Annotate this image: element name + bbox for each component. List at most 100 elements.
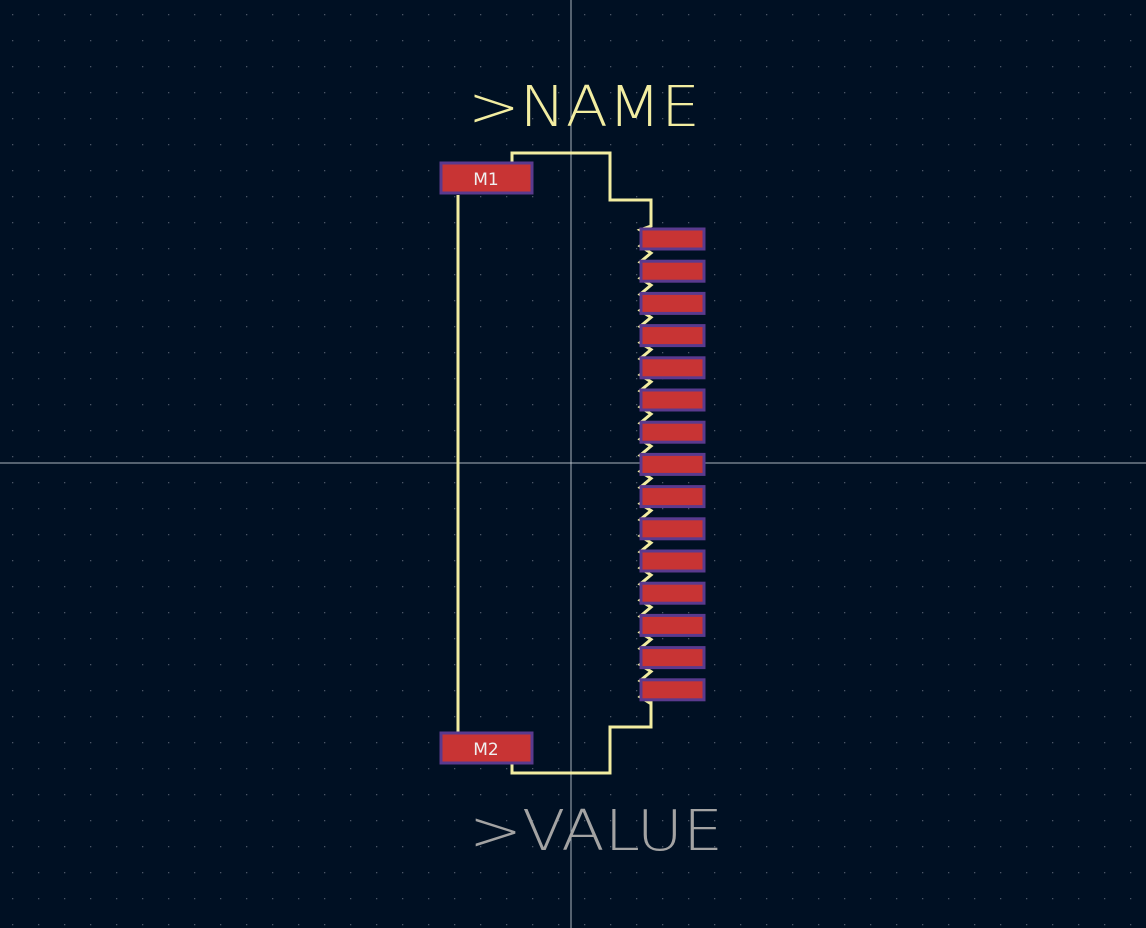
signal-pad[interactable] [639,549,706,573]
grid-dot [688,638,690,640]
grid-dot [402,222,404,224]
grid-dot [116,40,118,42]
mounting-pad-m2[interactable]: M2 [439,731,534,765]
grid-dot [1000,898,1002,900]
grid-dot [116,690,118,692]
grid-dot [1052,352,1054,354]
grid-dot [922,898,924,900]
grid-dot [402,40,404,42]
grid-dot [584,352,586,354]
grid-dot [168,404,170,406]
signal-pad[interactable] [639,356,706,380]
grid-dot [142,170,144,172]
grid-dot [220,40,222,42]
grid-dot [246,430,248,432]
grid-dot [194,482,196,484]
grid-dot [376,300,378,302]
grid-dot [948,820,950,822]
grid-dot [792,170,794,172]
grid-dot [64,924,66,926]
signal-pad[interactable] [639,646,706,670]
grid-dot [298,508,300,510]
grid-dot [12,66,14,68]
grid-dot [246,482,248,484]
grid-dot [12,872,14,874]
reference-designator-text[interactable]: >NAME [468,75,700,140]
grid-dot [636,716,638,718]
grid-dot [896,820,898,822]
mounting-pad-m1[interactable]: M1 [439,161,534,195]
grid-dot [636,170,638,172]
grid-dot [1026,612,1028,614]
grid-dot [480,612,482,614]
grid-dot [922,612,924,614]
grid-dot [402,404,404,406]
signal-pad[interactable] [639,324,706,348]
grid-dot [194,612,196,614]
grid-dot [220,586,222,588]
grid-dot [844,690,846,692]
grid-dot [246,14,248,16]
signal-pad[interactable] [639,227,706,251]
grid-dot [1130,300,1132,302]
signal-pad[interactable] [639,517,706,541]
grid-dot [870,118,872,120]
grid-dot [272,248,274,250]
grid-dot [766,690,768,692]
grid-dot [1104,716,1106,718]
grid-dot [740,326,742,328]
grid-dot [948,326,950,328]
grid-dot [974,690,976,692]
grid-dot [454,352,456,354]
grid-dot [844,274,846,276]
grid-dot [1104,664,1106,666]
grid-dot [298,846,300,848]
grid-dot [142,508,144,510]
grid-dot [896,430,898,432]
grid-dot [116,586,118,588]
grid-dot [506,638,508,640]
grid-dot [90,14,92,16]
grid-dot [714,742,716,744]
grid-dot [1052,820,1054,822]
grid-dot [246,456,248,458]
grid-dot [844,118,846,120]
signal-pad[interactable] [639,291,706,315]
signal-pad[interactable] [639,420,706,444]
signal-pad[interactable] [639,259,706,283]
grid-dot [896,508,898,510]
grid-dot [12,352,14,354]
grid-dot [558,118,560,120]
grid-dot [506,924,508,926]
grid-dot [12,794,14,796]
signal-pad[interactable] [639,388,706,412]
signal-pad[interactable] [639,485,706,509]
grid-dot [870,612,872,614]
grid-dot [1104,144,1106,146]
grid-dot [298,118,300,120]
grid-dot [844,768,846,770]
signal-pad[interactable] [639,678,706,702]
grid-dot [662,196,664,198]
grid-dot [584,508,586,510]
grid-dot [714,534,716,536]
grid-dot [714,482,716,484]
grid-dot [220,846,222,848]
value-text[interactable]: >VALUE [469,799,723,864]
grid-dot [506,586,508,588]
grid-dot [220,300,222,302]
grid-dot [454,924,456,926]
grid-dot [1052,534,1054,536]
signal-pad[interactable] [639,452,706,476]
grid-dot [1052,456,1054,458]
grid-dot [454,144,456,146]
grid-dot [12,690,14,692]
grid-dot [168,846,170,848]
grid-dot [948,560,950,562]
grid-dot [12,326,14,328]
grid-dot [480,404,482,406]
signal-pad[interactable] [639,581,706,605]
signal-pad[interactable] [639,613,706,637]
